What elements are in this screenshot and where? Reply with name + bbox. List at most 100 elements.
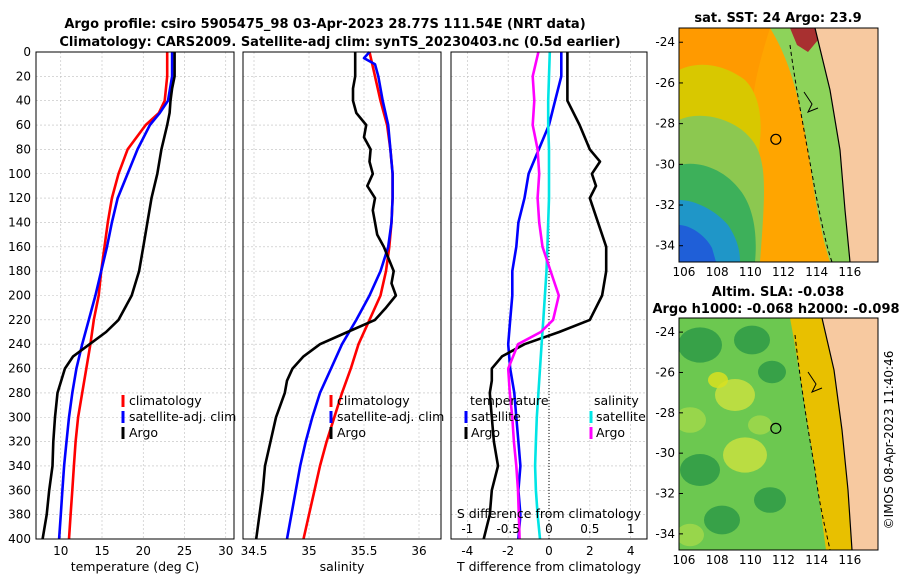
- x-tick-label: 10: [53, 544, 68, 558]
- sst-map-frame: [678, 27, 879, 263]
- sla-shelf-band: [790, 318, 852, 550]
- lat-tick-label: -28: [655, 406, 675, 420]
- x-tick-label: 0: [545, 544, 553, 558]
- t-difference-xlabel: T difference from climatology: [456, 559, 642, 574]
- sst-isobath: [789, 44, 833, 262]
- lat-tick-label: -32: [655, 487, 675, 501]
- x-tick-label: 35.5: [351, 544, 378, 558]
- depth-tick-label: 0: [23, 45, 31, 59]
- lon-tick-label: 116: [838, 553, 861, 567]
- depth-tick-label: 160: [8, 240, 31, 254]
- sst-land: [815, 28, 878, 262]
- sla-eddy: [715, 379, 755, 411]
- sla-eddy: [679, 523, 704, 547]
- temperature-xlabel: temperature (deg C): [71, 559, 200, 574]
- lat-tick-label: -32: [655, 198, 675, 212]
- legend-label-satellite: satellite-adj. clim: [337, 409, 444, 424]
- title-line-1: Argo profile: csiro 5905475_98 03-Apr-20…: [64, 17, 585, 32]
- series-line-argo: [254, 52, 398, 540]
- sla-eddy: [748, 415, 772, 435]
- sla-map-field: [679, 318, 878, 550]
- sla-isobath: [794, 334, 831, 550]
- s-tick-label: 1: [627, 522, 635, 536]
- sst-map-title: sat. SST: 24 Argo: 23.9: [694, 11, 861, 26]
- sst-lat-labels: -24 -26 -28 -30 -32 -34: [655, 35, 683, 253]
- depth-tick-label: 320: [8, 435, 31, 449]
- depth-tick-label: 300: [8, 410, 31, 424]
- argo-position-marker: [770, 133, 782, 145]
- s-difference-label: S difference from climatology: [457, 506, 642, 521]
- argo-position-marker: [770, 422, 782, 434]
- s-tick-label: -1: [461, 522, 473, 536]
- sla-lat-labels: -24 -26 -28 -30 -32 -34: [655, 325, 683, 541]
- sla-map: Altim. SLA: -0.038 Argo h1000: -0.068 h2…: [652, 285, 899, 567]
- lat-tick-label: -30: [655, 157, 675, 171]
- sla-map-frame: [678, 317, 879, 551]
- salinity-legend: climatology satellite-adj. clim Argo: [329, 393, 444, 440]
- legend-label-t-argo: Argo: [471, 425, 500, 440]
- sla-shark-bay: [807, 371, 823, 393]
- depth-tick-label: 120: [8, 191, 31, 205]
- difference-series: [482, 51, 608, 540]
- series-line-s-argo: [506, 51, 561, 540]
- depth-tick-label: 100: [8, 167, 31, 181]
- lon-tick-label: 106: [673, 553, 696, 567]
- lon-tick-label: 114: [805, 553, 828, 567]
- temperature-series: [41, 52, 176, 540]
- x-tick-label: -2: [502, 544, 514, 558]
- x-tick-label: 4: [627, 544, 635, 558]
- x-tick-label: -4: [461, 544, 473, 558]
- legend-label-argo: Argo: [129, 425, 158, 440]
- salinity-xlabel: salinity: [320, 559, 365, 574]
- sla-eddy: [680, 454, 720, 486]
- series-line-satellite-adj-clim: [285, 51, 394, 540]
- lon-tick-label: 106: [673, 265, 696, 279]
- depth-tick-label: 140: [8, 215, 31, 229]
- sla-land: [822, 318, 878, 550]
- series-line-s-satellite: [533, 51, 552, 540]
- legend-label-climatology: climatology: [129, 393, 202, 408]
- depth-tick-label: 280: [8, 386, 31, 400]
- s-tick-label: 0.5: [580, 522, 599, 536]
- depth-tick-label: 240: [8, 337, 31, 351]
- x-tick-label: 2: [586, 544, 594, 558]
- lon-tick-label: 108: [706, 553, 729, 567]
- sst-map-field: [679, 28, 878, 262]
- sst-coastline: [814, 28, 851, 262]
- depth-tick-label: 260: [8, 362, 31, 376]
- sla-eddy: [734, 325, 770, 355]
- depth-tick-label: 380: [8, 508, 31, 522]
- legend-label-satellite: satellite-adj. clim: [129, 409, 236, 424]
- depth-tick-label: 220: [8, 313, 31, 327]
- title-line-2: Climatology: CARS2009. Satellite-adj cli…: [59, 35, 620, 50]
- sla-coastline: [821, 318, 853, 550]
- salinity-series: [254, 51, 398, 540]
- temperature-axes-box: [35, 51, 235, 540]
- x-tick-label: 34.5: [241, 544, 268, 558]
- temperature-grid: [36, 51, 234, 540]
- lon-tick-label: 110: [739, 265, 762, 279]
- x-tick-label: 30: [218, 544, 233, 558]
- sla-eddy: [758, 360, 786, 384]
- sla-map-title: Altim. SLA: -0.038: [712, 285, 844, 300]
- sla-eddy: [708, 372, 728, 388]
- depth-tick-label: 20: [16, 69, 31, 83]
- temperature-panel: 0 20 40 60 80 100 120 140 160 180 200 220 240 260 280 3…: [8, 45, 236, 574]
- lon-tick-label: 110: [739, 553, 762, 567]
- s-difference-tick-labels: -1 -0.5 0 0.5 1: [461, 522, 634, 536]
- sst-shark-bay: [803, 91, 819, 113]
- sla-eddies: [679, 325, 786, 547]
- t-difference-tick-labels: -4 -2 0 2 4: [461, 544, 634, 558]
- temperature-tick-labels: 10 15 20 25 30: [53, 544, 233, 558]
- series-line-climatology: [67, 52, 169, 540]
- lat-tick-label: -30: [655, 446, 675, 460]
- depth-tick-label: 360: [8, 483, 31, 497]
- lon-tick-label: 108: [706, 265, 729, 279]
- difference-panel: -4 -2 0 2 4 -1 -0.5 0 0.5 1 S difference from cl…: [450, 51, 648, 574]
- s-tick-label: 0: [545, 522, 553, 536]
- sla-eddy: [679, 407, 706, 433]
- s-tick-label: -0.5: [496, 522, 519, 536]
- watermark: ©IMOS 08-Apr-2023 11:40:46: [882, 351, 896, 530]
- sst-blue-band: [679, 225, 716, 262]
- legend-title-temperature: temperature: [470, 393, 549, 408]
